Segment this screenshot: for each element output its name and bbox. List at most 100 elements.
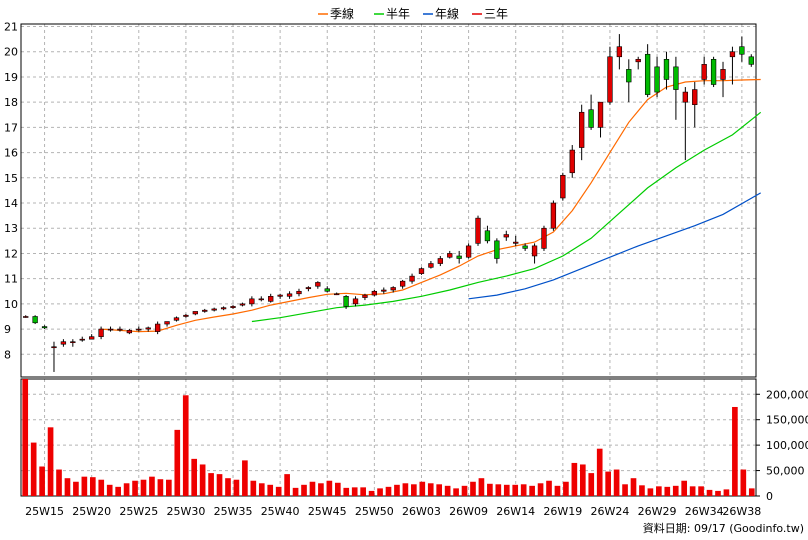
candle-up — [418, 268, 425, 274]
volume-bar — [30, 442, 37, 496]
footer-note: 資料日期: 09/17 (Goodinfo.tw) — [643, 521, 804, 535]
candle-up — [409, 275, 415, 282]
price-tick-label: 12 — [4, 247, 18, 260]
candle-down — [748, 56, 754, 65]
volume-tick-label: 200,000 — [766, 388, 808, 401]
price-tick-label: 17 — [4, 121, 18, 134]
volume-bar — [681, 480, 688, 496]
candle-up — [371, 290, 378, 296]
volume-bar — [258, 483, 265, 496]
volume-bar — [444, 485, 451, 496]
week-tick-label: 26W14 — [496, 505, 535, 518]
volume-bar — [740, 469, 747, 496]
candle-up — [399, 280, 406, 287]
volume-bar — [698, 486, 704, 496]
volume-bar — [182, 395, 189, 496]
week-tick-label: 26W34 — [685, 505, 724, 518]
volume-tick-label: 0 — [766, 490, 773, 503]
candle-up — [334, 293, 340, 296]
volume-bar — [275, 486, 282, 496]
volume-bar — [647, 488, 654, 496]
price-tick-label: 18 — [4, 96, 18, 109]
volume-panel-frame — [20, 378, 757, 497]
candle-up — [390, 287, 396, 291]
candle-up — [145, 327, 151, 330]
volume-bar — [216, 474, 223, 496]
legend-label: 年線 — [435, 6, 459, 21]
candle-up — [381, 289, 387, 292]
ma-half-year-line — [251, 111, 762, 323]
volume-axis: 0 50,000 100,000 150,000 200,000 — [756, 388, 808, 503]
volume-bar — [411, 484, 417, 496]
week-tick-label: 25W50 — [355, 505, 394, 518]
volume-bar — [656, 486, 662, 496]
volume-bar — [250, 480, 257, 496]
candle-up — [202, 309, 208, 312]
volume-bar — [495, 484, 502, 496]
volume-bar — [419, 481, 426, 496]
volume-bar — [334, 482, 341, 496]
volume-bar — [605, 471, 611, 496]
week-axis: 25W15 25W20 25W25 25W30 25W35 25W40 25W45 25W50… — [25, 505, 761, 518]
candle-down — [456, 255, 462, 259]
candle-down — [673, 66, 679, 90]
candle-up — [635, 58, 641, 63]
volume-bar — [166, 479, 172, 496]
candle-up — [230, 306, 236, 308]
volume-bar — [596, 448, 603, 496]
candle-up — [550, 202, 557, 229]
price-tick-label: 21 — [4, 21, 18, 34]
candle-up — [616, 46, 623, 58]
candle-up — [428, 263, 434, 268]
volume-bar — [706, 489, 713, 496]
candle-up — [465, 245, 472, 258]
week-tick-label: 25W35 — [214, 505, 253, 518]
volume-bar — [385, 486, 392, 496]
candle-down — [710, 58, 717, 85]
candle-down — [343, 296, 349, 307]
candle-up — [23, 316, 29, 318]
candle-up — [268, 296, 274, 302]
volume-bar — [377, 488, 383, 496]
volume-bar — [64, 478, 71, 496]
volume-bar — [453, 488, 459, 496]
candle-up — [51, 346, 57, 349]
volume-bar — [115, 486, 121, 496]
volume-bar — [267, 484, 274, 496]
volume-bar — [157, 479, 164, 496]
volume-bar — [191, 458, 198, 496]
candle-up — [173, 317, 180, 321]
volume-bar — [292, 487, 299, 496]
candle-up — [541, 227, 547, 249]
volume-bar — [73, 481, 79, 496]
week-tick-label: 26W24 — [591, 505, 630, 518]
volume-bar — [318, 483, 324, 496]
volume-bar — [208, 473, 214, 496]
volume-bar — [89, 477, 96, 496]
volume-bar — [546, 480, 552, 496]
candle-up — [136, 328, 142, 331]
candle-up — [701, 64, 707, 80]
candle-down — [494, 240, 500, 259]
volume-bar — [56, 469, 62, 496]
volume-bar — [106, 484, 113, 496]
volume-bar — [132, 480, 138, 496]
volume-bar — [199, 464, 206, 496]
volume-bar — [613, 469, 620, 496]
week-tick-label: 25W40 — [261, 505, 300, 518]
candle-up — [692, 89, 698, 105]
candle-up — [286, 293, 293, 297]
candle-up — [211, 308, 217, 311]
candle-down — [41, 326, 48, 329]
candle-up — [729, 51, 736, 58]
price-tick-label: 15 — [4, 172, 18, 185]
week-tick-label: 25W30 — [166, 505, 205, 518]
volume-tick-label: 100,000 — [766, 439, 808, 452]
candle-down — [522, 245, 528, 249]
volume-bar — [140, 479, 147, 496]
candle-up — [560, 174, 566, 199]
candle-up — [720, 69, 726, 80]
week-tick-label: 26W29 — [638, 505, 677, 518]
volume-bar — [461, 485, 468, 496]
